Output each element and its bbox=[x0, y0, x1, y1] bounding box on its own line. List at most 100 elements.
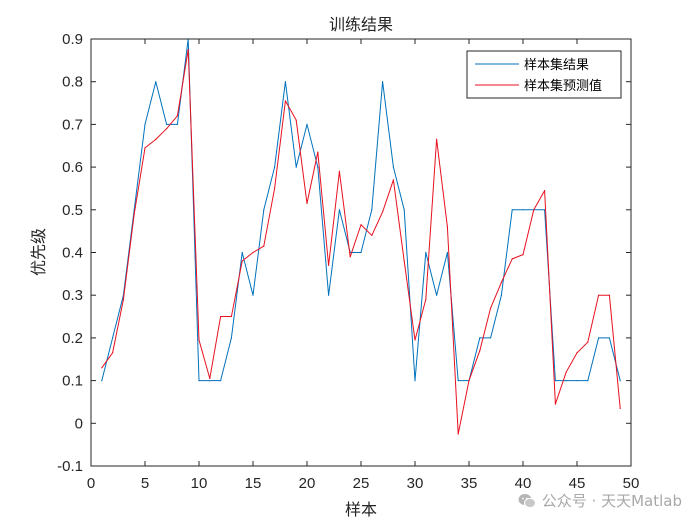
series-1-point bbox=[414, 380, 416, 382]
series-2-point bbox=[284, 100, 286, 102]
y-tick-label: 0 bbox=[75, 415, 83, 432]
x-axis-label: 样本 bbox=[345, 500, 377, 519]
series-2-point bbox=[490, 307, 492, 309]
series-2-point bbox=[544, 189, 546, 192]
series-2-point bbox=[328, 264, 330, 266]
series-1-point bbox=[619, 380, 621, 382]
series-1-point bbox=[306, 123, 308, 125]
series-1-point bbox=[241, 251, 243, 254]
series-1-point bbox=[392, 166, 394, 168]
y-tick-label: 0.9 bbox=[62, 31, 83, 48]
wechat-icon bbox=[518, 493, 536, 509]
series-2-point bbox=[252, 251, 254, 254]
series-2-point bbox=[306, 202, 308, 204]
series-1-point bbox=[284, 81, 286, 83]
series-1-point bbox=[554, 380, 557, 382]
series-2-point bbox=[554, 403, 557, 405]
series-2-point bbox=[533, 209, 535, 211]
y-tick-label: 0.5 bbox=[62, 202, 83, 219]
series-2-point bbox=[576, 352, 578, 354]
series-1-point bbox=[230, 337, 232, 339]
series-2-point bbox=[263, 245, 265, 247]
series-2-point bbox=[587, 341, 589, 343]
x-tick-label: 15 bbox=[245, 475, 262, 492]
series-1-point bbox=[209, 380, 211, 382]
series-1-point bbox=[252, 294, 254, 296]
legend: 样本集结果 样本集预测值 bbox=[466, 50, 622, 99]
series-2-point bbox=[608, 294, 611, 296]
watermark-text: 公众号 · 天天Matlab bbox=[541, 492, 682, 510]
series-1-point bbox=[576, 380, 578, 382]
series-1-point bbox=[479, 337, 481, 339]
series-2-point bbox=[403, 260, 405, 262]
series-2-point bbox=[122, 298, 124, 301]
y-tick-label: 0.4 bbox=[62, 245, 83, 262]
series-1-point bbox=[166, 123, 168, 125]
series-1-point bbox=[328, 294, 330, 296]
y-tick-label: 0.1 bbox=[62, 373, 83, 390]
series-2-point bbox=[468, 380, 470, 382]
series-2-point bbox=[392, 179, 394, 181]
series-1-point bbox=[436, 294, 438, 296]
series-1-point bbox=[295, 166, 297, 168]
series-1-point bbox=[317, 166, 319, 168]
series-2-point bbox=[241, 260, 243, 262]
series-1-point bbox=[490, 337, 492, 339]
x-tick-label: 25 bbox=[353, 475, 370, 492]
series-1-point bbox=[544, 209, 546, 211]
ticks-layer: 0 5 10 15 20 25 30 35 40 45 50-0.100.10.20.30.40.5… bbox=[57, 31, 639, 492]
y-axis-label: 优先级 bbox=[29, 228, 48, 276]
series-2-point bbox=[338, 170, 340, 172]
series-2-point bbox=[436, 138, 438, 140]
y-tick-label: 0.2 bbox=[62, 330, 83, 347]
watermark: 公众号 · 天天Matlab bbox=[518, 490, 682, 511]
series-1-point bbox=[457, 380, 459, 382]
series-2-point bbox=[479, 350, 481, 352]
series-2-point bbox=[176, 115, 178, 117]
series-2-point bbox=[166, 128, 168, 130]
series-1-point bbox=[112, 337, 114, 339]
series-2-point bbox=[112, 352, 114, 354]
y-tick-label: -0.1 bbox=[57, 458, 83, 475]
x-tick-label: 30 bbox=[407, 475, 424, 492]
chart-title: 训练结果 bbox=[329, 15, 393, 34]
series-2-point bbox=[144, 147, 146, 149]
series-2-point bbox=[349, 256, 351, 258]
series-2-point bbox=[414, 339, 416, 341]
series-1-point bbox=[403, 209, 405, 211]
series-1-point bbox=[198, 380, 200, 382]
y-tick-label: 0.6 bbox=[62, 159, 83, 176]
series-2-point bbox=[198, 339, 200, 341]
series-1-point bbox=[382, 81, 384, 83]
series-1-point bbox=[263, 209, 265, 211]
series-1-point bbox=[155, 81, 157, 83]
series-1-point bbox=[176, 123, 178, 125]
series-2-point bbox=[522, 254, 524, 256]
series-1-point bbox=[500, 294, 502, 296]
series-1-point bbox=[598, 337, 600, 339]
plot-frame bbox=[90, 38, 632, 467]
x-tick-label: 10 bbox=[191, 475, 208, 492]
series-1-point bbox=[608, 337, 611, 339]
series-2-point bbox=[230, 315, 232, 318]
y-tick-label: 0.3 bbox=[62, 287, 83, 304]
x-tick-label: 50 bbox=[623, 475, 640, 492]
series-2-point bbox=[425, 298, 427, 301]
legend-label-series-2: 样本集预测值 bbox=[524, 78, 602, 94]
series-1-point bbox=[144, 123, 146, 125]
x-tick-label: 20 bbox=[299, 475, 316, 492]
x-tick-label: 40 bbox=[515, 475, 532, 492]
series-2-point bbox=[382, 211, 384, 213]
series-2-point bbox=[209, 377, 211, 380]
y-tick-label: 0.7 bbox=[62, 116, 83, 133]
series-2-point bbox=[155, 138, 157, 140]
series-1-point bbox=[360, 251, 362, 254]
series-1-point bbox=[371, 209, 373, 211]
legend-box bbox=[466, 50, 622, 99]
series-2-point bbox=[565, 371, 567, 373]
x-tick-label: 5 bbox=[141, 475, 149, 492]
series-2-point bbox=[101, 367, 103, 369]
x-tick-label: 35 bbox=[461, 475, 478, 492]
series-2-point bbox=[220, 315, 222, 318]
